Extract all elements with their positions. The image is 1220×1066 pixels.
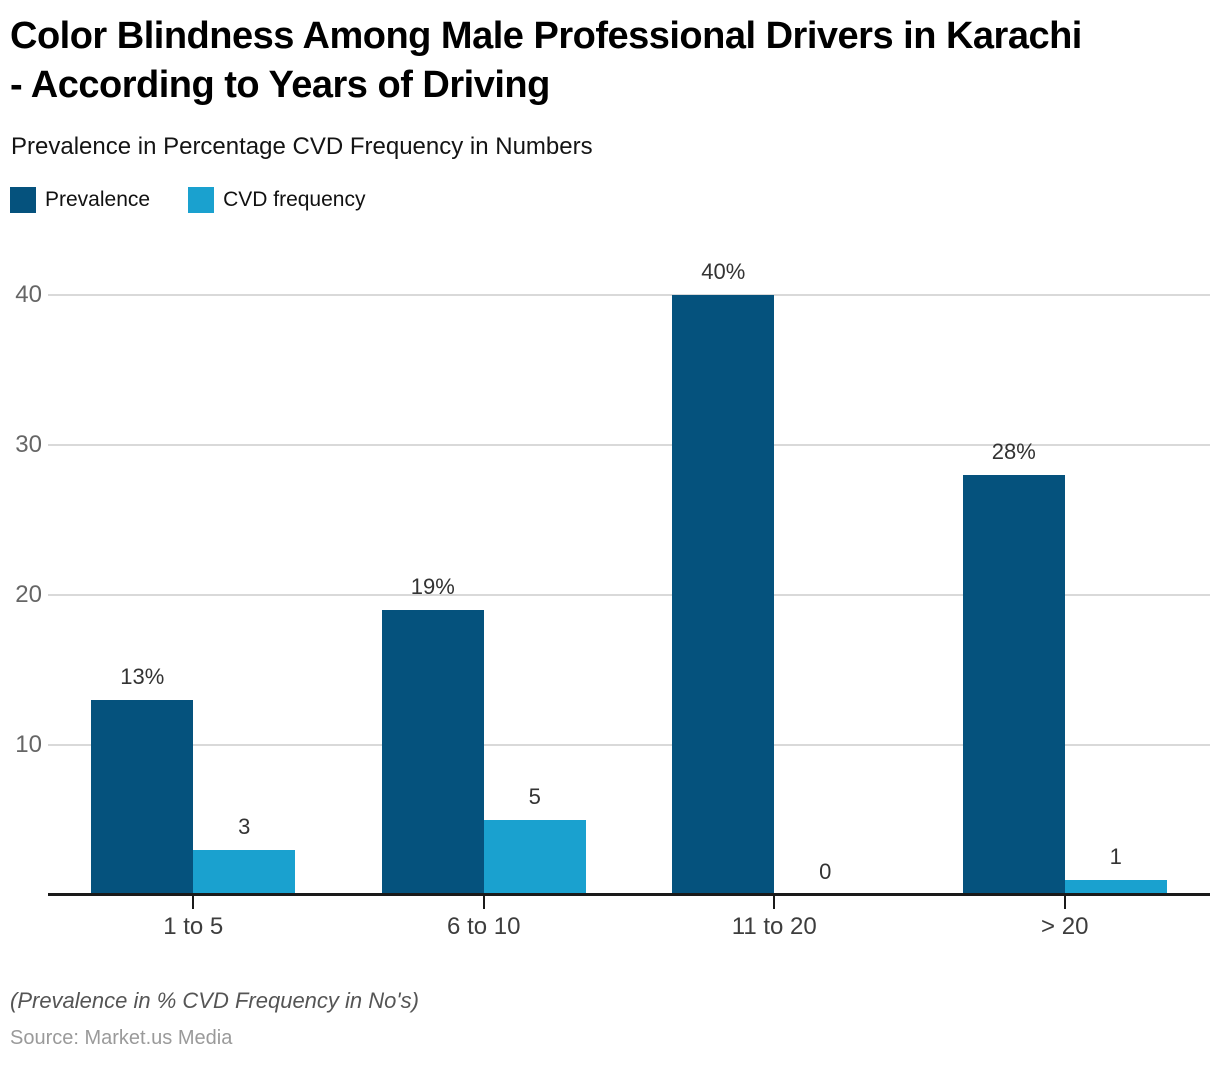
chart-title-line-1: Color Blindness Among Male Professional … [10, 15, 1082, 57]
legend-label-prevalence: Prevalence [45, 188, 151, 211]
legend-label-cvd-frequency: CVD frequency [223, 188, 366, 211]
legend-item-prevalence: Prevalence [10, 187, 150, 213]
x-axis-category-label-11-to-20: 11 to 20 [731, 913, 817, 940]
x-axis-tick-6-to-10 [482, 896, 485, 909]
chart-title-line-2: - According to Years of Driving [10, 64, 550, 106]
value-label-prevalence-6-to-10: 19% [410, 574, 455, 599]
legend-item-cvd-frequency: CVD frequency [188, 187, 365, 213]
x-axis-category-label-6-to-10: 6 to 10 [447, 913, 521, 940]
footnote: (Prevalence in % CVD Frequency in No's) [10, 988, 419, 1013]
value-label-prevalence-11-to-20: 40% [701, 259, 746, 284]
source-credit: Source: Market.us Media [10, 1027, 233, 1049]
value-label-prevalence-20: 28% [991, 439, 1036, 464]
y-axis-tick-label-40: 40 [15, 281, 42, 308]
x-axis-category-label-20: > 20 [1041, 913, 1089, 940]
chart-subtitle: Prevalence in Percentage CVD Frequency i… [11, 133, 593, 160]
y-axis-tick-label-20: 20 [15, 581, 42, 608]
y-axis-tick-label-10: 10 [15, 731, 42, 758]
value-label-cvd-frequency-20: 1 [1109, 844, 1122, 869]
bar-prevalence-11-to-20 [672, 295, 775, 895]
legend-swatch-cvd-frequency [188, 187, 215, 213]
gridline-20 [48, 594, 1210, 596]
x-axis-tick-1-to-5 [192, 896, 195, 909]
y-axis-tick-label-30: 30 [15, 431, 42, 458]
bar-prevalence-6-to-10 [381, 610, 484, 895]
gridline-40 [48, 294, 1210, 296]
bar-cvd-frequency-20 [1064, 880, 1167, 895]
x-axis-tick-11-to-20 [773, 896, 776, 909]
legend: Prevalence CVD frequency [10, 187, 365, 213]
bar-cvd-frequency-1-to-5 [193, 850, 296, 895]
legend-swatch-prevalence [10, 187, 36, 213]
chart-title: Color Blindness Among Male Professional … [10, 12, 1215, 110]
x-axis-category-label-1-to-5: 1 to 5 [163, 913, 224, 940]
bar-cvd-frequency-6-to-10 [483, 820, 586, 895]
value-label-cvd-frequency-11-to-20: 0 [819, 859, 832, 884]
x-axis-line [48, 893, 1210, 896]
gridline-30 [48, 444, 1210, 446]
bar-prevalence-20 [962, 475, 1065, 895]
value-label-cvd-frequency-6-to-10: 5 [528, 784, 541, 809]
bar-prevalence-1-to-5 [91, 700, 194, 895]
value-label-prevalence-1-to-5: 13% [120, 664, 165, 689]
gridline-10 [48, 744, 1210, 746]
value-label-cvd-frequency-1-to-5: 3 [238, 814, 251, 839]
x-axis-tick-20 [1063, 896, 1066, 909]
